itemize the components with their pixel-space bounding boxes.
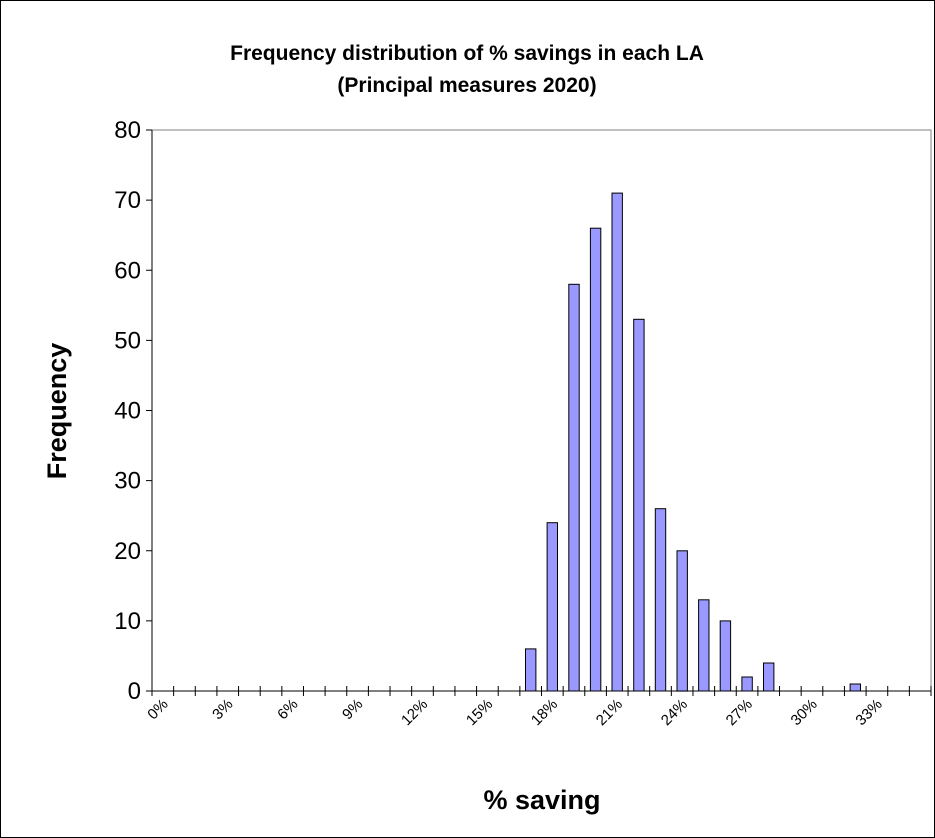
x-axis-label: % saving	[483, 785, 600, 815]
x-tick-label: 9%	[339, 696, 366, 723]
bar-17%	[525, 648, 537, 692]
y-tick-label: 20	[114, 538, 141, 565]
x-tick-label: 30%	[788, 696, 821, 729]
y-tick-label: 0	[128, 678, 141, 705]
x-tick-label: 3%	[209, 696, 236, 723]
y-ticks-group: 0 10 20 30 40 50 60 70 80	[114, 117, 152, 705]
x-tick-label: 18%	[528, 696, 561, 729]
x-ticks-group: 0% 3% 6% 9% 12% 15% 18% 21% 24% 27% 30% 33%	[144, 686, 932, 729]
chart-title: Frequency distribution of % savings in e…	[230, 42, 704, 65]
bar-20%	[589, 227, 602, 692]
y-tick-label: 10	[114, 608, 141, 635]
bar-21%	[611, 192, 623, 692]
bar-24%	[676, 550, 688, 692]
x-tick-label: 24%	[658, 696, 691, 729]
bar-25%	[698, 599, 710, 692]
x-tick-label: 6%	[274, 696, 301, 723]
y-tick-label: 70	[114, 187, 141, 214]
bar-32%	[849, 683, 861, 692]
x-tick-label: 33%	[852, 696, 885, 729]
y-tick-label: 30	[114, 468, 141, 495]
bar-19%	[568, 283, 580, 692]
y-tick-label: 50	[114, 327, 141, 354]
x-tick-label: 12%	[398, 696, 431, 729]
x-tick-label: 0%	[144, 696, 171, 723]
y-tick-label: 80	[114, 117, 141, 144]
bars-group	[525, 192, 861, 692]
bar-22%	[633, 318, 645, 692]
bar-26%	[719, 620, 732, 692]
chart-subtitle: (Principal measures 2020)	[337, 74, 596, 97]
x-tick-label: 15%	[463, 696, 496, 729]
bar-28%	[763, 662, 775, 692]
y-tick-label: 40	[114, 398, 141, 425]
bar-23%	[654, 508, 667, 692]
y-axis-label: Frequency	[42, 343, 72, 480]
x-tick-label: 27%	[723, 696, 756, 729]
y-tick-label: 60	[114, 257, 141, 284]
plot-area	[151, 129, 932, 692]
x-tick-label: 21%	[593, 696, 626, 729]
bar-18%	[546, 522, 558, 692]
bar-27%	[741, 676, 753, 692]
